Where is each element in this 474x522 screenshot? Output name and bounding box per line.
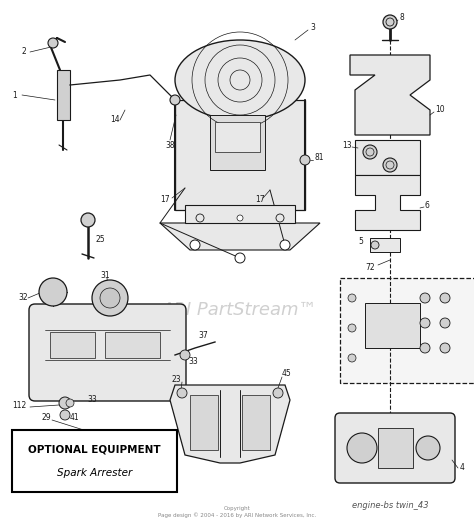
Circle shape: [440, 293, 450, 303]
Circle shape: [386, 161, 394, 169]
Circle shape: [383, 15, 397, 29]
Circle shape: [196, 214, 204, 222]
Circle shape: [66, 399, 74, 407]
Text: 10: 10: [435, 105, 445, 114]
Text: 3: 3: [310, 23, 315, 32]
Bar: [175, 100, 305, 210]
Circle shape: [180, 350, 190, 360]
Bar: [50, 332, 95, 358]
Text: 25: 25: [96, 235, 106, 244]
Circle shape: [59, 397, 71, 409]
Circle shape: [170, 95, 180, 105]
Polygon shape: [350, 55, 430, 135]
Bar: [12, 430, 177, 492]
Text: 31: 31: [100, 270, 109, 279]
Text: 29: 29: [42, 413, 52, 422]
Circle shape: [48, 38, 58, 48]
Circle shape: [280, 240, 290, 250]
Bar: [378, 428, 413, 468]
Bar: [105, 332, 160, 358]
Text: 37: 37: [198, 330, 208, 339]
Ellipse shape: [175, 40, 305, 120]
Circle shape: [420, 318, 430, 328]
Circle shape: [420, 343, 430, 353]
Text: 45: 45: [282, 369, 292, 377]
Circle shape: [366, 148, 374, 156]
Text: 8: 8: [400, 14, 405, 22]
Polygon shape: [160, 223, 320, 250]
Circle shape: [383, 158, 397, 172]
Bar: [370, 238, 400, 252]
Circle shape: [39, 278, 67, 306]
Text: 81: 81: [315, 153, 325, 162]
Circle shape: [300, 155, 310, 165]
Bar: [355, 140, 420, 175]
Polygon shape: [355, 175, 420, 230]
Circle shape: [348, 294, 356, 302]
Circle shape: [190, 240, 200, 250]
Circle shape: [60, 410, 70, 420]
Bar: [365, 303, 420, 348]
Text: engine-bs twin_43: engine-bs twin_43: [352, 501, 428, 509]
Text: 13: 13: [342, 140, 352, 149]
Circle shape: [348, 354, 356, 362]
Circle shape: [237, 215, 243, 221]
Text: 23: 23: [172, 375, 182, 385]
Circle shape: [100, 288, 120, 308]
Text: 38: 38: [165, 140, 174, 149]
Circle shape: [177, 388, 187, 398]
Circle shape: [363, 145, 377, 159]
Text: 32: 32: [18, 292, 27, 302]
Circle shape: [386, 18, 394, 26]
Text: 4: 4: [460, 464, 465, 472]
Circle shape: [348, 324, 356, 332]
Circle shape: [92, 280, 128, 316]
Text: ARI PartStream™: ARI PartStream™: [162, 301, 318, 319]
Bar: [190, 395, 218, 450]
Text: Copyright
Page design © 2004 - 2016 by ARI Network Services, Inc.: Copyright Page design © 2004 - 2016 by A…: [158, 506, 316, 518]
Text: 1: 1: [12, 90, 17, 100]
Text: 17: 17: [160, 196, 170, 205]
Text: 112: 112: [12, 400, 26, 409]
Polygon shape: [57, 70, 70, 120]
Bar: [185, 205, 295, 223]
Bar: [340, 278, 474, 383]
Circle shape: [416, 436, 440, 460]
Circle shape: [235, 253, 245, 263]
Text: 41: 41: [70, 412, 80, 421]
Circle shape: [347, 433, 377, 463]
Text: 2: 2: [22, 48, 27, 56]
Text: Spark Arrester: Spark Arrester: [57, 468, 132, 478]
Bar: [215, 122, 260, 152]
Circle shape: [276, 214, 284, 222]
FancyBboxPatch shape: [29, 304, 186, 401]
Circle shape: [371, 241, 379, 249]
Bar: [242, 395, 270, 450]
Text: OPTIONAL EQUIPMENT: OPTIONAL EQUIPMENT: [28, 445, 161, 455]
Polygon shape: [170, 385, 290, 463]
Circle shape: [81, 213, 95, 227]
Text: 33: 33: [188, 358, 198, 366]
Text: 5: 5: [358, 238, 363, 246]
Text: 33: 33: [87, 396, 97, 405]
Circle shape: [420, 293, 430, 303]
Circle shape: [440, 343, 450, 353]
Circle shape: [273, 388, 283, 398]
Bar: [210, 115, 265, 170]
Text: 6: 6: [425, 200, 430, 209]
Text: 72: 72: [365, 264, 374, 272]
Circle shape: [440, 318, 450, 328]
Text: 17: 17: [255, 196, 264, 205]
Text: 14: 14: [110, 115, 119, 125]
FancyBboxPatch shape: [335, 413, 455, 483]
